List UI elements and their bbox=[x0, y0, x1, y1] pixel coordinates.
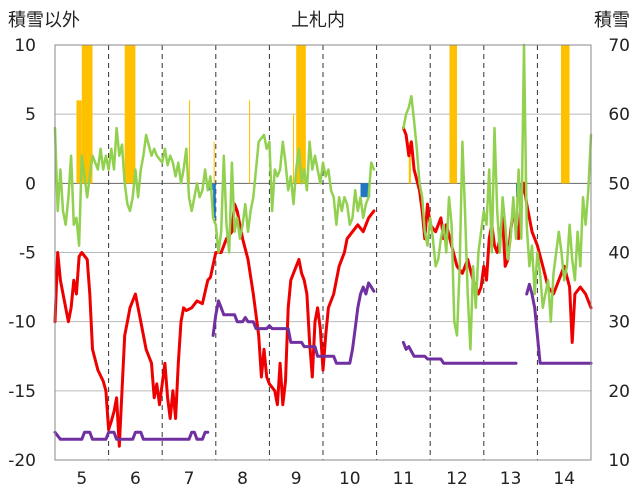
y-right-tick: 70 bbox=[608, 36, 630, 56]
x-tick: 14 bbox=[553, 469, 575, 489]
x-tick: 10 bbox=[339, 469, 361, 489]
y-left-tick: 5 bbox=[25, 105, 36, 125]
x-tick: 8 bbox=[237, 469, 248, 489]
x-tick: 12 bbox=[446, 469, 468, 489]
y-left-tick: -20 bbox=[8, 451, 36, 471]
green-series-2 bbox=[53, 126, 376, 254]
blue-bar bbox=[360, 183, 371, 198]
plot-frame bbox=[54, 44, 592, 461]
orange-bar bbox=[76, 100, 82, 184]
orange-bar bbox=[81, 45, 93, 184]
y-right-axis-label: 積雪 bbox=[594, 10, 630, 31]
orange-bar bbox=[249, 100, 251, 184]
y-left-tick: -10 bbox=[8, 313, 36, 333]
purple-series-7 bbox=[525, 282, 593, 365]
x-tick: 13 bbox=[500, 469, 522, 489]
x-tick: 6 bbox=[130, 469, 141, 489]
x-tick: 7 bbox=[184, 469, 195, 489]
blue-bar bbox=[213, 183, 216, 218]
purple-series-5 bbox=[211, 281, 376, 365]
orange-bar bbox=[189, 100, 191, 184]
orange-bar bbox=[124, 45, 136, 184]
bar-layer bbox=[76, 45, 570, 218]
y-right-tick: 40 bbox=[608, 244, 630, 264]
y-left-tick: -15 bbox=[8, 382, 36, 402]
y-right-tick: 10 bbox=[608, 451, 630, 471]
y-right-tick: 20 bbox=[608, 382, 630, 402]
chart-title: 上札内 bbox=[291, 10, 345, 31]
y-right-tick: 30 bbox=[608, 313, 630, 333]
green-series-3 bbox=[402, 43, 593, 351]
y-left-tick: 0 bbox=[25, 174, 36, 194]
orange-bar bbox=[213, 141, 215, 184]
x-tick: 5 bbox=[76, 469, 87, 489]
y-left-axis-label: 積雪以外 bbox=[8, 10, 80, 31]
x-tick: 9 bbox=[291, 469, 302, 489]
red-series-0 bbox=[53, 202, 376, 448]
orange-bar bbox=[449, 45, 457, 184]
y-left-tick: -5 bbox=[19, 244, 36, 264]
orange-bar bbox=[292, 114, 295, 184]
y-right-tick: 60 bbox=[608, 105, 630, 125]
y-left-tick: 10 bbox=[14, 36, 36, 56]
purple-series-4 bbox=[53, 430, 210, 441]
series-layer bbox=[53, 43, 593, 448]
orange-bar bbox=[560, 45, 570, 184]
purple-series-6 bbox=[401, 340, 518, 365]
x-tick: 11 bbox=[393, 469, 415, 489]
red-series-1 bbox=[401, 126, 593, 344]
orange-bar bbox=[296, 45, 306, 184]
y-right-tick: 50 bbox=[608, 174, 630, 194]
orange-bar bbox=[408, 141, 411, 184]
